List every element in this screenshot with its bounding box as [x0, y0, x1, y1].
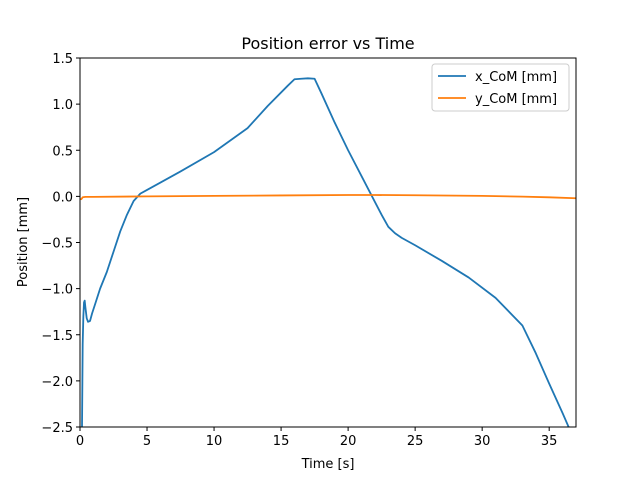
x-tick-label: 0: [76, 434, 84, 449]
series-layer: [80, 77, 576, 427]
series-line-y-com: [80, 194, 576, 201]
legend-box: [431, 63, 570, 112]
y-tick-label: −2.5: [41, 421, 73, 436]
series-line-x-com: [81, 77, 570, 427]
x-tick-label: 10: [206, 434, 223, 449]
y-tick-label: −2.0: [41, 375, 73, 390]
legend: x_CoM [mm] y_CoM [mm]: [431, 63, 570, 112]
y-tick-label: 0.5: [52, 144, 73, 159]
x-tick-label: 5: [143, 434, 151, 449]
x-tick-label: 20: [340, 434, 357, 449]
x-tick-label: 35: [541, 434, 558, 449]
x-tick-label: 25: [407, 434, 424, 449]
y-tick-label: −0.5: [41, 237, 73, 252]
x-axis: 0 5 10 15 20 25 30 35: [76, 427, 558, 449]
y-tick-label: 0.0: [52, 190, 73, 205]
legend-label: x_CoM [mm]: [475, 70, 557, 85]
chart-title: Position error vs Time: [241, 34, 414, 53]
x-tick-label: 15: [273, 434, 290, 449]
y-tick-label: 1.5: [52, 52, 73, 67]
y-axis: −2.5 −2.0 −1.5 −1.0 −0.5 0.0 0.5 1.0 1.5: [41, 52, 80, 436]
x-axis-label: Time [s]: [301, 457, 355, 472]
x-tick-label: 30: [474, 434, 491, 449]
y-tick-label: 1.0: [52, 98, 73, 113]
y-axis-label: Position [mm]: [16, 197, 31, 287]
legend-label: y_CoM [mm]: [475, 92, 557, 107]
y-tick-label: −1.5: [41, 329, 73, 344]
y-tick-label: −1.0: [41, 283, 73, 298]
